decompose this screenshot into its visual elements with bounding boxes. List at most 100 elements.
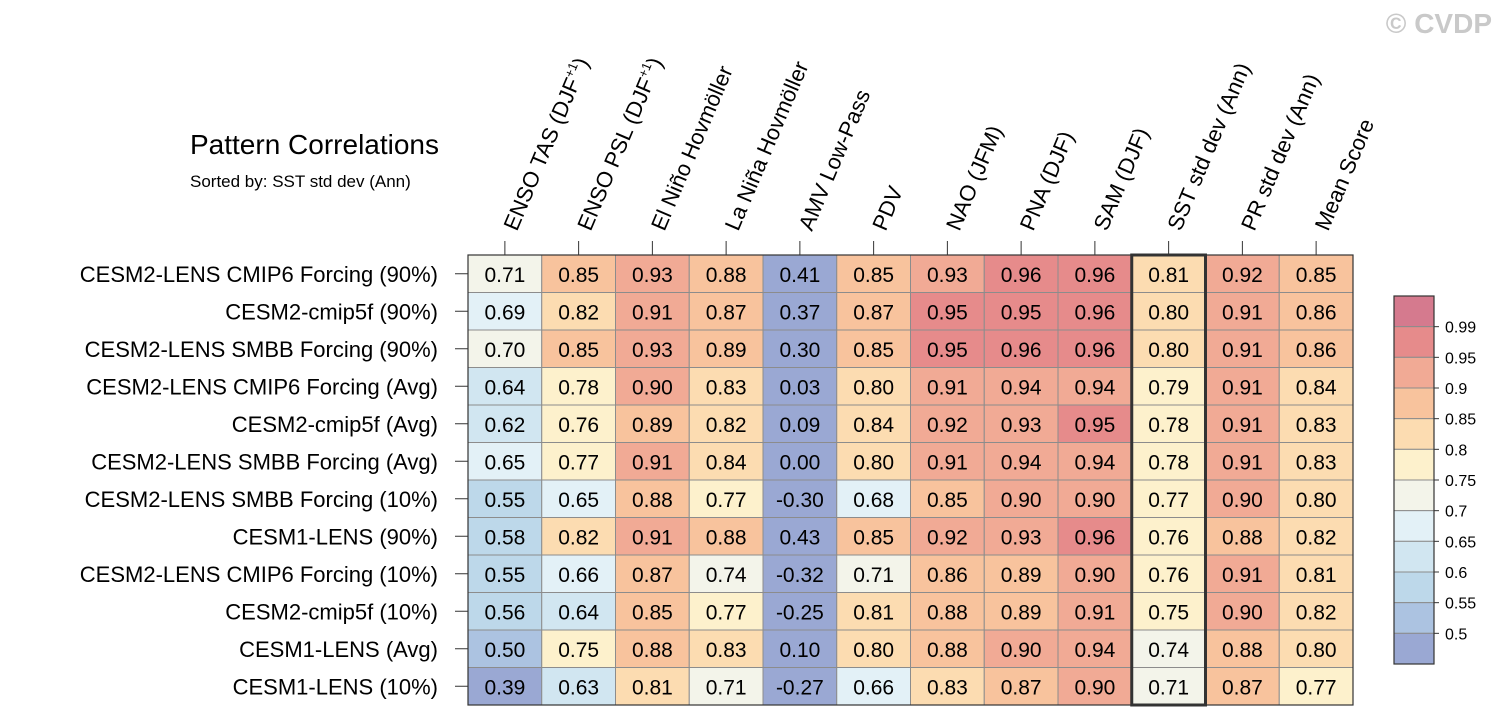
cell-value-label: 0.91 xyxy=(632,526,673,549)
heatmap-cell xyxy=(836,592,911,631)
cell-value-label: 0.92 xyxy=(927,414,968,437)
heatmap-cell xyxy=(688,292,764,331)
colorbar-tick-label: 0.7 xyxy=(1445,504,1467,521)
cell-value-label: 0.93 xyxy=(632,264,673,287)
cell-value-label: 0.83 xyxy=(706,639,747,662)
row-label: CESM1-LENS (90%) xyxy=(233,524,438,549)
cell-value-label: 0.80 xyxy=(853,451,894,474)
cell-value-label: 0.89 xyxy=(632,414,673,437)
row-label: CESM2-cmip5f (90%) xyxy=(225,299,438,324)
cell-value-label: 0.75 xyxy=(558,639,599,662)
cell-value-label: 0.86 xyxy=(1296,301,1337,324)
cell-value-label: 0.91 xyxy=(1222,564,1263,587)
heatmap-cell xyxy=(836,629,911,668)
cell-value-label: 0.79 xyxy=(1148,376,1189,399)
heatmap-cell xyxy=(1057,404,1133,443)
column-label: Mean Score xyxy=(1310,115,1379,234)
row-label: CESM2-LENS CMIP6 Forcing (10%) xyxy=(80,562,438,587)
cell-value-label: 0.80 xyxy=(853,376,894,399)
cell-value-label: -0.32 xyxy=(776,564,824,587)
column-label-text: PNA (DJF) xyxy=(1015,127,1079,234)
cell-value-label: 0.58 xyxy=(484,526,525,549)
column-label-text: ENSO PSL (DJF xyxy=(572,74,659,234)
column-label-text: ENSO TAS (DJF xyxy=(498,74,585,234)
heatmap-cell xyxy=(1278,329,1354,368)
cell-value-label: 0.85 xyxy=(558,264,599,287)
heatmap-cell xyxy=(1278,254,1354,293)
cell-value-label: 0.82 xyxy=(706,414,747,437)
heatmap-cell xyxy=(1057,554,1133,593)
cell-value-label: 0.65 xyxy=(558,489,599,512)
cell-value-label: 0.91 xyxy=(1222,376,1263,399)
column-labels: ENSO TAS (DJF+1)ENSO PSL (DJF+1)El Niño … xyxy=(498,54,1379,234)
row-ticks xyxy=(455,273,468,687)
cell-value-label: 0.93 xyxy=(1001,526,1042,549)
heatmap-cell xyxy=(983,517,1059,556)
heatmap-cell xyxy=(910,629,985,668)
colorbar-swatch xyxy=(1393,571,1435,604)
heatmap-cell xyxy=(836,667,911,706)
cell-value-label: 0.63 xyxy=(558,676,599,699)
cell-value-label: 0.91 xyxy=(1222,414,1263,437)
heatmap-cell xyxy=(1205,367,1280,406)
heatmap-cell xyxy=(910,254,985,293)
cell-value-label: 0.89 xyxy=(1001,564,1042,587)
cell-value-label: 0.84 xyxy=(853,414,894,437)
column-label: El Niño Hovmöller xyxy=(646,62,738,234)
cell-value-label: 0.80 xyxy=(1296,639,1337,662)
cell-value-label: 0.30 xyxy=(779,339,820,362)
heatmap-cell xyxy=(983,404,1059,443)
cell-value-label: 0.64 xyxy=(558,601,599,624)
cell-value-label: 0.50 xyxy=(484,639,525,662)
heatmap-cell xyxy=(910,404,985,443)
heatmap-cell xyxy=(983,479,1059,518)
cell-value-label: 0.91 xyxy=(927,451,968,474)
cell-value-label: 0.96 xyxy=(1074,301,1115,324)
cell-value-label: 0.09 xyxy=(779,414,820,437)
cell-value-label: 0.71 xyxy=(706,676,747,699)
heatmap-cell xyxy=(1131,367,1206,406)
heatmap-cell xyxy=(1057,329,1133,368)
column-label-superscript: +1 xyxy=(635,60,655,80)
heatmap-cell xyxy=(910,442,985,481)
colorbar-tick-label: 0.8 xyxy=(1445,442,1467,459)
heatmap-cell xyxy=(615,517,690,556)
cell-value-label: 0.88 xyxy=(927,639,968,662)
column-label: SAM (DJF) xyxy=(1088,124,1154,234)
cell-value-label: 0.85 xyxy=(927,489,968,512)
cell-value-label: 0.85 xyxy=(853,339,894,362)
heatmap-cell xyxy=(1057,367,1133,406)
column-label: AMV Low-Pass xyxy=(793,86,875,234)
cell-value-label: 0.88 xyxy=(1222,526,1263,549)
heatmap-cell xyxy=(1278,404,1354,443)
heatmap-cell xyxy=(983,667,1059,706)
cell-value-label: 0.94 xyxy=(1001,376,1042,399)
heatmap-cell xyxy=(541,367,616,406)
cell-value-label: 0.91 xyxy=(927,376,968,399)
cell-value-label: 0.80 xyxy=(1148,301,1189,324)
cell-value-label: 0.90 xyxy=(1001,639,1042,662)
cell-value-label: 0.91 xyxy=(1222,451,1263,474)
cell-value-label: 0.62 xyxy=(484,414,525,437)
heatmap-cell xyxy=(541,479,616,518)
cell-value-label: 0.91 xyxy=(1222,339,1263,362)
cell-value-label: 0.91 xyxy=(632,451,673,474)
heatmap-cell xyxy=(541,667,616,706)
cell-value-label: 0.94 xyxy=(1001,451,1042,474)
row-label: CESM2-LENS CMIP6 Forcing (Avg) xyxy=(86,374,438,399)
cell-value-label: 0.88 xyxy=(632,639,673,662)
heatmap-cell xyxy=(688,554,764,593)
colorbar-tick-label: 0.55 xyxy=(1445,596,1476,613)
cell-value-label: 0.82 xyxy=(558,301,599,324)
heatmap-cell xyxy=(688,329,764,368)
column-ticks xyxy=(504,241,1317,255)
heatmap-cell xyxy=(467,329,543,368)
heatmap-cell xyxy=(1278,442,1354,481)
cell-value-label: 0.77 xyxy=(1148,489,1189,512)
column-label-text: AMV Low-Pass xyxy=(793,86,875,234)
column-label: SST std dev (Ann) xyxy=(1162,59,1255,234)
cell-value-label: 0.87 xyxy=(1222,676,1263,699)
cell-value-label: 0.90 xyxy=(1074,564,1115,587)
colorbar-tick-label: 0.5 xyxy=(1445,626,1467,643)
